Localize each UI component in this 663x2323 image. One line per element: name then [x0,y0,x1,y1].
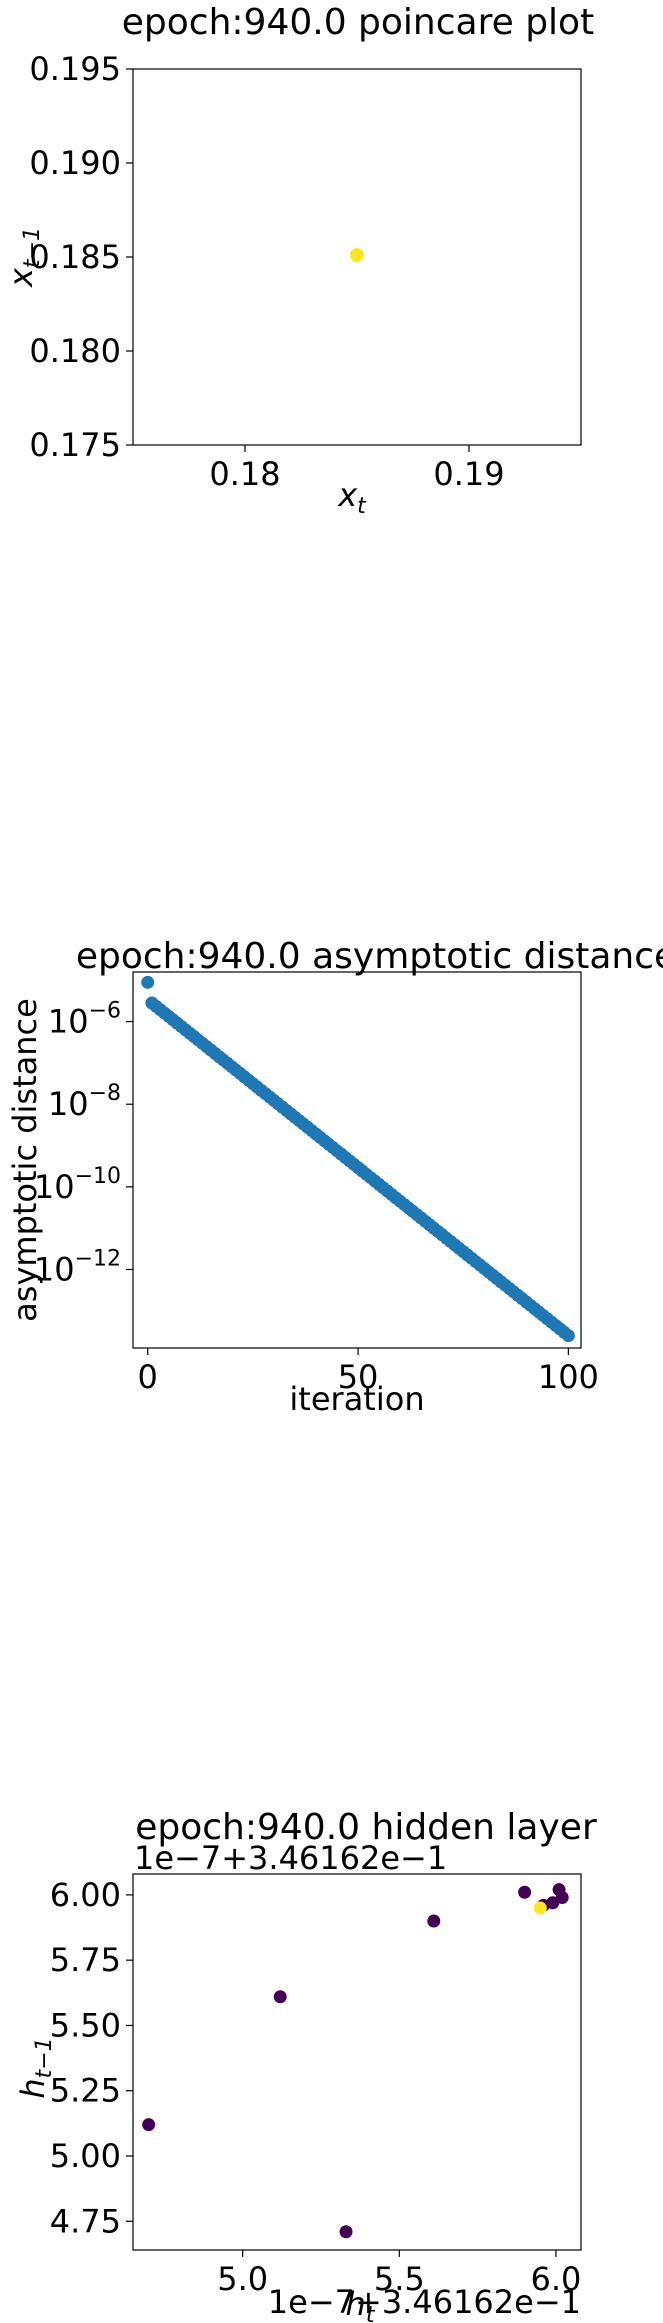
asymptotic-point [141,975,155,989]
poincare-x-tick-label: 0.19 [433,455,504,493]
hidden-layer-y-tick-label: 6.00 [50,1876,121,1914]
hidden-layer-point [427,1914,441,1928]
hidden-layer-points [142,1883,569,2239]
hidden-layer-x-tick-label: 5.0 [217,2260,268,2298]
hidden-layer-x-tick-label: 5.5 [374,2260,425,2298]
asymptotic-y-tick-label: 10−10 [34,1164,121,1206]
hidden-layer-y-label: ht−1 [14,2037,57,2098]
asymptotic-y-tick-label: 10−6 [48,999,121,1041]
hidden-layer-title: epoch:940.0 hidden layer [135,1807,597,1848]
asymptotic-y-tick-label: 10−12 [34,1246,121,1288]
hidden-layer-point [533,1901,547,1915]
asymptotic-plot-area [132,971,582,1349]
poincare-chart: epoch:940.0 poincare plot 0.18 0.19 0.175… [2,2,594,519]
asymptotic-x-tick-label: 50 [338,1358,379,1396]
poincare-y-tick-label: 0.175 [29,426,121,464]
asymptotic-y-ticks: 10−6 10−8 10−10 10−12 [34,999,133,1288]
hidden-layer-point [339,2225,353,2239]
asymptotic-title: epoch:940.0 asymptotic distance [76,936,663,977]
hidden-layer-y-tick-label: 5.50 [50,2006,121,2044]
hidden-layer-point [273,1990,287,2004]
hidden-layer-y-tick-label: 5.00 [50,2137,121,2175]
hidden-layer-y-tick-label: 5.75 [50,1941,121,1979]
hidden-layer-x-ticks: 5.0 5.5 6.0 [217,2250,581,2298]
poincare-y-tick-label: 0.190 [29,144,121,182]
poincare-y-tick-label: 0.185 [29,238,121,276]
hidden-layer-y-ticks: 4.75 5.00 5.25 5.50 5.75 6.00 [50,1876,133,2240]
hidden-layer-x-tick-label: 6.0 [530,2260,581,2298]
poincare-x-label: xt [337,476,367,519]
asymptotic-x-label: iteration [289,1380,424,1418]
hidden-layer-point [518,1885,532,1899]
asymptotic-points [141,975,575,1343]
hidden-layer-y-tick-label: 5.25 [50,2072,121,2110]
hidden-layer-plot-area [132,1873,582,2251]
hidden-layer-x-offset: 1e−7+3.46162e−1 [268,2283,581,2321]
asymptotic-x-tick-label: 100 [538,1358,599,1396]
poincare-y-tick-label: 0.195 [29,50,121,88]
poincare-x-ticks: 0.18 0.19 [209,445,505,493]
asymptotic-x-ticks: 0 50 100 [138,1348,599,1396]
hidden-layer-point [555,1891,569,1904]
asymptotic-distance-chart: epoch:940.0 asymptotic distance 0 50 100 1… [6,936,663,1418]
hidden-layer-x-label: ht [346,2285,376,2323]
poincare-point [350,248,364,263]
poincare-y-label: xt−1 [2,227,45,288]
poincare-points [350,248,364,263]
asymptotic-point [561,1329,575,1343]
hidden-layer-y-tick-label: 4.75 [50,2202,121,2240]
asymptotic-y-tick-label: 10−8 [48,1081,121,1123]
asymptotic-y-label: asymptotic distance [6,998,44,1322]
hidden-layer-y-offset: 1e−7+3.46162e−1 [134,1839,447,1877]
asymptotic-x-tick-label: 0 [138,1358,158,1396]
poincare-x-tick-label: 0.18 [209,455,280,493]
hidden-layer-point [142,2118,156,2132]
poincare-y-tick-label: 0.180 [29,332,121,370]
hidden-layer-chart: epoch:940.0 hidden layer 1e−7+3.46162e−1… [14,1807,597,2323]
poincare-title: epoch:940.0 poincare plot [122,2,594,43]
poincare-y-ticks: 0.175 0.180 0.185 0.190 0.195 [29,50,133,464]
